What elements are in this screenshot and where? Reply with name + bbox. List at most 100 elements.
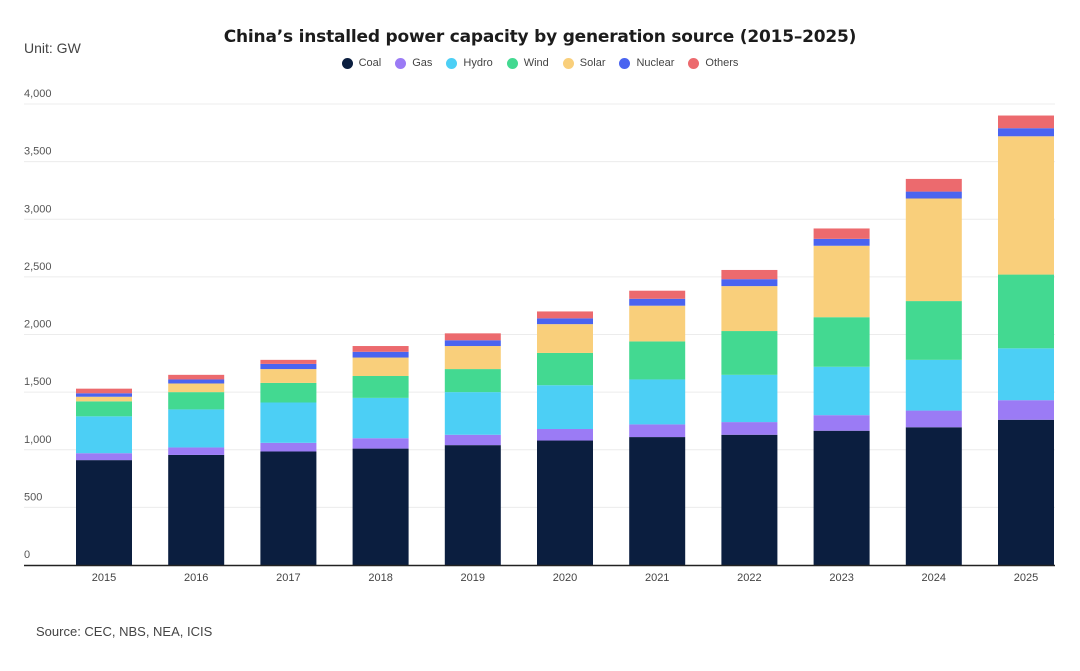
bar-wind-2015 xyxy=(76,401,132,417)
legend-label: Gas xyxy=(412,57,433,69)
legend-item-coal: Coal xyxy=(341,57,381,69)
y-tick-label: 3,000 xyxy=(24,203,52,215)
bar-nuclear-2015 xyxy=(76,393,132,397)
bar-gas-2019 xyxy=(444,434,501,446)
bar-coal-2019 xyxy=(444,445,501,565)
bar-gas-2021 xyxy=(629,424,686,438)
bar-solar-2017 xyxy=(260,369,317,383)
legend-swatch-wind xyxy=(506,57,518,69)
bar-others-2023 xyxy=(813,228,870,239)
bar-hydro-2021 xyxy=(629,379,686,425)
bar-gas-2023 xyxy=(813,415,870,431)
legend-item-wind: Wind xyxy=(506,57,549,69)
legend-item-solar: Solar xyxy=(562,57,606,69)
y-tick-label: 500 xyxy=(24,491,42,503)
bar-stack-2019 xyxy=(444,333,501,565)
bar-others-2019 xyxy=(444,333,501,341)
bar-wind-2018 xyxy=(352,375,409,398)
legend-label: Wind xyxy=(523,57,549,69)
x-tick-label: 2025 xyxy=(1014,572,1038,584)
bar-wind-2020 xyxy=(537,352,593,386)
bar-coal-2017 xyxy=(260,451,317,565)
legend-item-gas: Gas xyxy=(395,57,432,69)
bar-stack-2023 xyxy=(813,228,870,565)
bar-hydro-2016 xyxy=(168,409,225,448)
bar-gas-2020 xyxy=(537,429,593,441)
bar-stack-2018 xyxy=(352,346,409,565)
bar-stack-2017 xyxy=(260,359,317,565)
bar-hydro-2020 xyxy=(537,385,593,430)
bar-others-2017 xyxy=(260,359,317,364)
bar-solar-2016 xyxy=(168,383,225,393)
bar-others-2022 xyxy=(721,269,778,280)
bar-wind-2017 xyxy=(260,382,317,403)
bar-others-2024 xyxy=(905,178,962,192)
x-tick-label: 2023 xyxy=(829,572,853,584)
x-tick-label: 2020 xyxy=(553,572,577,584)
bar-gas-2025 xyxy=(998,400,1054,420)
x-tick-label: 2015 xyxy=(92,572,116,584)
bar-coal-2018 xyxy=(352,448,409,565)
bar-hydro-2019 xyxy=(444,392,501,435)
bar-gas-2024 xyxy=(905,410,962,428)
bar-coal-2022 xyxy=(721,434,778,565)
bar-nuclear-2021 xyxy=(629,298,686,306)
bar-coal-2020 xyxy=(537,440,593,565)
bar-hydro-2017 xyxy=(260,402,317,443)
bar-coal-2025 xyxy=(998,419,1054,565)
bar-solar-2018 xyxy=(352,357,409,376)
bar-nuclear-2024 xyxy=(905,191,962,199)
source-note: Source: CEC, NBS, NEA, ICIS xyxy=(36,624,213,639)
bar-stack-2024 xyxy=(905,178,962,565)
bar-gas-2017 xyxy=(260,442,317,452)
bar-nuclear-2016 xyxy=(168,379,225,384)
bar-nuclear-2023 xyxy=(813,238,870,246)
bar-stack-2022 xyxy=(721,269,778,565)
legend-swatch-gas xyxy=(395,57,407,69)
legend-item-nuclear: Nuclear xyxy=(619,57,674,69)
bar-coal-2024 xyxy=(905,427,962,565)
bar-gas-2018 xyxy=(352,438,409,449)
bar-solar-2024 xyxy=(905,198,962,302)
bar-others-2021 xyxy=(629,290,686,299)
bar-stack-2020 xyxy=(537,311,593,565)
legend-label: Nuclear xyxy=(636,57,675,69)
legend-item-others: Others xyxy=(688,57,738,69)
bar-solar-2022 xyxy=(721,286,778,332)
bar-hydro-2023 xyxy=(813,366,870,416)
bar-stack-2015 xyxy=(76,388,132,565)
bar-gas-2015 xyxy=(76,453,132,461)
legend-swatch-coal xyxy=(341,57,353,69)
legend-swatch-hydro xyxy=(446,57,458,69)
bar-nuclear-2020 xyxy=(537,318,593,325)
bar-others-2020 xyxy=(537,311,593,319)
bar-hydro-2015 xyxy=(76,416,132,454)
x-tick-label: 2024 xyxy=(922,572,946,584)
x-tick-label: 2022 xyxy=(737,572,761,584)
legend-label: Others xyxy=(705,57,739,69)
bar-wind-2025 xyxy=(998,274,1054,349)
bar-solar-2021 xyxy=(629,305,686,342)
bar-stack-2016 xyxy=(168,374,225,565)
bar-solar-2025 xyxy=(998,136,1054,275)
bar-coal-2021 xyxy=(629,437,686,565)
bar-hydro-2018 xyxy=(352,397,409,439)
x-tick-label: 2019 xyxy=(461,572,485,584)
bar-wind-2023 xyxy=(813,317,870,367)
bar-nuclear-2017 xyxy=(260,363,317,370)
legend-swatch-solar xyxy=(562,57,574,69)
bar-wind-2016 xyxy=(168,392,225,410)
x-tick-label: 2016 xyxy=(184,572,208,584)
bar-others-2025 xyxy=(998,115,1054,129)
bar-gas-2016 xyxy=(168,447,225,455)
legend-swatch-others xyxy=(688,57,700,69)
y-tick-label: 1,500 xyxy=(24,376,52,388)
bar-coal-2015 xyxy=(76,460,132,565)
legend-label: Solar xyxy=(579,57,606,69)
bar-solar-2023 xyxy=(813,245,870,318)
bar-nuclear-2022 xyxy=(721,279,778,287)
bar-others-2016 xyxy=(168,374,225,380)
bar-nuclear-2025 xyxy=(998,128,1054,137)
bar-gas-2022 xyxy=(721,422,778,435)
